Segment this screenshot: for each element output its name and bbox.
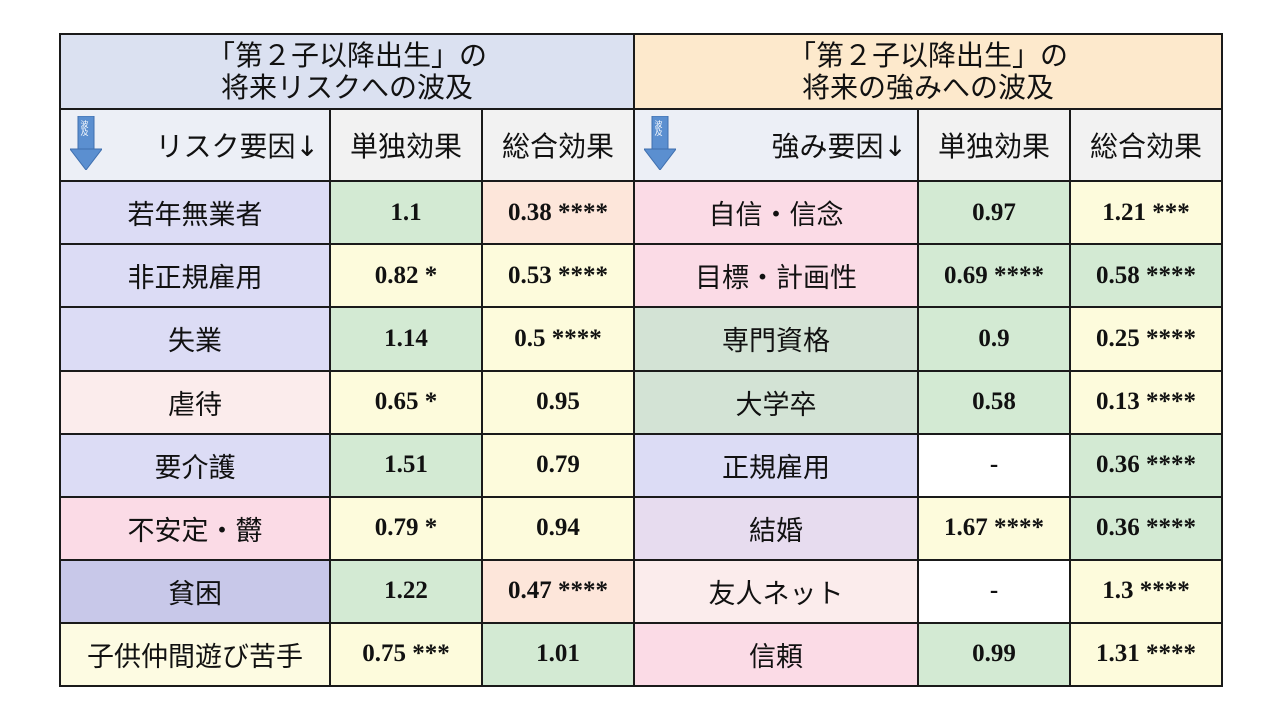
- risk-factor-label: リスク要因↓: [155, 130, 319, 164]
- strength-title-line2: 将来の強みへの波及: [802, 70, 1055, 104]
- table-row: 子供仲間遊び苦手 0.75 *** 1.01 信頼 0.99 1.31 ****: [59, 621, 1224, 688]
- table-row: 貧困 1.22 0.47 **** 友人ネット - 1.3 ****: [59, 558, 1224, 624]
- down-arrow-icon: 波及: [68, 115, 104, 171]
- risk-factor: 非正規雇用: [59, 243, 331, 309]
- table-row: 非正規雇用 0.82 * 0.53 **** 目標・計画性 0.69 **** …: [59, 243, 1224, 309]
- risk-factor: 若年無業者: [59, 180, 331, 246]
- strength-total-value: 0.36 ****: [1069, 495, 1224, 561]
- risk-factor: 失業: [59, 306, 331, 372]
- risk-total-value: 0.53 ****: [480, 243, 636, 309]
- risk-single-value: 0.79 *: [329, 495, 483, 561]
- arrow-tag: 波及: [654, 120, 664, 137]
- table-row: 虐待 0.65 * 0.95 大学卒 0.58 0.13 ****: [59, 369, 1224, 435]
- strength-factor: 専門資格: [633, 306, 920, 372]
- strength-factor: 正規雇用: [633, 432, 920, 498]
- strength-title-line1: 「第２子以降出生」の: [788, 39, 1069, 73]
- strength-total-value: 1.3 ****: [1069, 558, 1224, 624]
- strength-total-value: 0.25 ****: [1069, 306, 1224, 372]
- strength-single-value: -: [917, 558, 1072, 624]
- risk-factor-header: 波及 リスク要因↓: [59, 108, 331, 183]
- risk-total-value: 0.47 ****: [480, 558, 636, 624]
- table-row: 失業 1.14 0.5 **** 専門資格 0.9 0.25 ****: [59, 306, 1224, 372]
- strength-title: 「第２子以降出生」の 将来の強みへの波及: [633, 32, 1224, 111]
- risk-title-line1: 「第２子以降出生」の: [207, 39, 488, 73]
- strength-single-header: 単独効果: [917, 108, 1072, 183]
- strength-total-value: 0.13 ****: [1069, 369, 1224, 435]
- risk-title-line2: 将来リスクへの波及: [221, 70, 474, 104]
- strength-factor: 友人ネット: [633, 558, 920, 624]
- strength-total-value: 0.36 ****: [1069, 432, 1224, 498]
- effects-table: 「第２子以降出生」の 将来リスクへの波及 「第２子以降出生」の 将来の強みへの波…: [58, 32, 1224, 688]
- risk-single-value: 1.14: [329, 306, 483, 372]
- risk-title: 「第２子以降出生」の 将来リスクへの波及: [58, 32, 636, 111]
- risk-single-value: 1.22: [329, 558, 483, 624]
- risk-single-value: 1.1: [329, 180, 483, 246]
- strength-factor: 結婚: [633, 495, 920, 561]
- strength-single-value: 0.69 ****: [917, 243, 1072, 309]
- strength-single-value: -: [917, 432, 1072, 498]
- strength-single-value: 0.99: [917, 621, 1072, 688]
- risk-factor: 貧困: [59, 558, 331, 624]
- risk-single-value: 0.75 ***: [329, 621, 483, 688]
- risk-factor: 虐待: [59, 369, 331, 435]
- table-row: 若年無業者 1.1 0.38 **** 自信・信念 0.97 1.21 ***: [59, 180, 1224, 246]
- strength-total-value: 1.21 ***: [1069, 180, 1224, 246]
- risk-total-value: 0.5 ****: [480, 306, 636, 372]
- risk-factor: 不安定・欝: [59, 495, 331, 561]
- strength-single-value: 0.58: [917, 369, 1072, 435]
- strength-factor-label: 強み要因↓: [771, 130, 908, 164]
- strength-total-value: 1.31 ****: [1069, 621, 1224, 688]
- strength-factor: 目標・計画性: [633, 243, 920, 309]
- risk-single-value: 0.82 *: [329, 243, 483, 309]
- risk-total-header: 総合効果: [480, 108, 636, 183]
- strength-total-header: 総合効果: [1069, 108, 1224, 183]
- strength-factor: 信頼: [633, 621, 920, 688]
- risk-single-value: 1.51: [329, 432, 483, 498]
- strength-factor: 自信・信念: [633, 180, 920, 246]
- table-row: 要介護 1.51 0.79 正規雇用 - 0.36 ****: [59, 432, 1224, 498]
- risk-total-value: 1.01: [480, 621, 636, 688]
- risk-total-value: 0.38 ****: [480, 180, 636, 246]
- arrow-tag: 波及: [80, 120, 89, 137]
- table-row: 不安定・欝 0.79 * 0.94 結婚 1.67 **** 0.36 ****: [59, 495, 1224, 561]
- risk-factor: 子供仲間遊び苦手: [59, 621, 331, 688]
- down-arrow-icon: 波及: [643, 115, 678, 171]
- risk-total-value: 0.94: [480, 495, 636, 561]
- strength-factor: 大学卒: [633, 369, 920, 435]
- risk-single-header: 単独効果: [329, 108, 483, 183]
- column-header-row: 波及 リスク要因↓ 単独効果 総合効果 波及 強み要因↓ 単独効果 総合効果: [59, 108, 1224, 183]
- risk-total-value: 0.95: [480, 369, 636, 435]
- strength-factor-header: 波及 強み要因↓: [633, 108, 920, 183]
- strength-total-value: 0.58 ****: [1069, 243, 1224, 309]
- strength-single-value: 0.9: [917, 306, 1072, 372]
- strength-single-value: 1.67 ****: [917, 495, 1072, 561]
- risk-total-value: 0.79: [480, 432, 636, 498]
- risk-factor: 要介護: [59, 432, 331, 498]
- title-row: 「第２子以降出生」の 将来リスクへの波及 「第２子以降出生」の 将来の強みへの波…: [58, 32, 1224, 111]
- strength-single-value: 0.97: [917, 180, 1072, 246]
- risk-single-value: 0.65 *: [329, 369, 483, 435]
